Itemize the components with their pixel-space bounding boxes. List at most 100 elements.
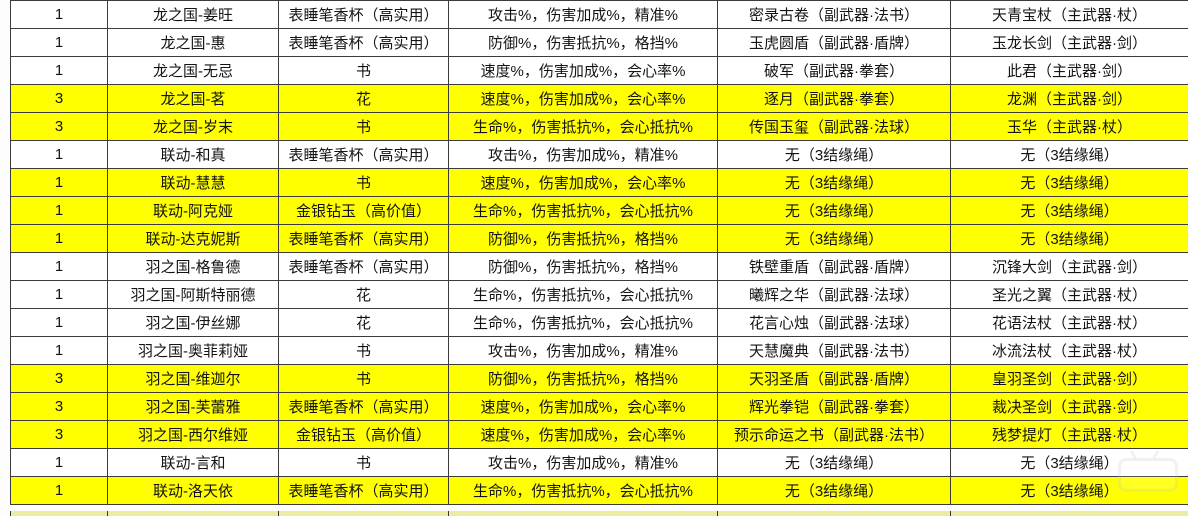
cell-character-name[interactable]: 龙之国-惠 <box>107 28 279 57</box>
cell-sub-weapon[interactable]: 破军（副武器·拳套） <box>717 56 951 85</box>
cell-gift-type[interactable]: 表睡笔香杯（高实用） <box>278 0 449 29</box>
cell-gift-type[interactable]: 表睡笔香杯（高实用） <box>278 28 449 57</box>
cell-stat-preferences[interactable]: 攻击%，伤害加成%，精准% <box>448 140 718 169</box>
cell-character-name[interactable]: 龙之国-岁末 <box>107 112 279 141</box>
cell-stat-preferences[interactable]: 速度%，伤害加成%，会心率% <box>448 56 718 85</box>
cell-character-name[interactable]: 龙之国-无忌 <box>107 56 279 85</box>
cell-stat-preferences[interactable]: 速度%，伤害加成%，会心率% <box>448 392 718 421</box>
cell-stat-preferences[interactable]: 速度%，伤害加成%，会心率% <box>448 168 718 197</box>
cell-sub-weapon[interactable]: 玉虎圆盾（副武器·盾牌） <box>717 28 951 57</box>
cell-sub-weapon[interactable]: 无（3结缘绳） <box>717 140 951 169</box>
cell-gift-type[interactable]: 书 <box>278 448 449 477</box>
cell-character-name[interactable]: 羽之国-奥菲莉娅 <box>107 336 279 365</box>
cell-sub-weapon[interactable]: 无（3结缘绳） <box>717 196 951 225</box>
cell-sub-weapon[interactable]: 曦辉之华（副武器·法球） <box>717 280 951 309</box>
cell-main-weapon[interactable]: 无（3结缘绳） <box>950 140 1188 169</box>
cell-gift-type[interactable]: 花 <box>278 308 449 337</box>
cell-character-name[interactable]: 羽之国-格鲁德 <box>107 252 279 281</box>
cell-gift-type[interactable]: 表睡笔香杯（高实用） <box>278 476 449 505</box>
cell-count[interactable]: 1 <box>10 252 108 281</box>
cell-main-weapon[interactable]: 残梦提灯（主武器·杖） <box>950 420 1188 449</box>
cell-count[interactable]: 1 <box>10 56 108 85</box>
cell-count[interactable]: 1 <box>10 308 108 337</box>
cell-count[interactable]: 1 <box>10 140 108 169</box>
cell-count[interactable]: 1 <box>10 28 108 57</box>
cell-count[interactable]: 1 <box>10 448 108 477</box>
cell-stat-preferences[interactable]: 生命%，伤害抵抗%，会心抵抗% <box>448 196 718 225</box>
cell-stat-preferences[interactable]: 攻击%，伤害加成%，精准% <box>448 448 718 477</box>
cell-character-name[interactable]: 羽之国-维迦尔 <box>107 364 279 393</box>
cell-gift-type[interactable]: 书 <box>278 168 449 197</box>
cell-count[interactable]: 1 <box>10 0 108 29</box>
cell-stat-preferences[interactable]: 生命%，伤害抵抗%，会心抵抗% <box>448 112 718 141</box>
cell-sub-weapon[interactable]: 无（3结缘绳） <box>717 476 951 505</box>
cell-gift-type[interactable]: 书 <box>278 56 449 85</box>
cell-count[interactable]: 1 <box>10 476 108 505</box>
cell-sub-weapon[interactable]: 天羽圣盾（副武器·盾牌） <box>717 364 951 393</box>
cell-count[interactable]: 1 <box>10 280 108 309</box>
cell-main-weapon[interactable]: 沉锋大剑（主武器·剑） <box>950 252 1188 281</box>
cell-gift-type[interactable]: 书 <box>278 336 449 365</box>
cell-gift-type[interactable]: 花 <box>278 84 449 113</box>
cell-count[interactable]: 3 <box>10 364 108 393</box>
cell-stat-preferences[interactable]: 速度%，伤害加成%，会心率% <box>448 84 718 113</box>
cell-main-weapon[interactable]: 无（3结缘绳） <box>950 168 1188 197</box>
cell-count[interactable]: 3 <box>10 392 108 421</box>
cell-count[interactable]: 1 <box>10 196 108 225</box>
cell-sub-weapon[interactable]: 花言心烛（副武器·法球） <box>717 308 951 337</box>
cell-main-weapon[interactable]: 玉华（主武器·杖） <box>950 112 1188 141</box>
cell-stat-preferences[interactable]: 攻击%，伤害加成%，精准% <box>448 0 718 29</box>
cell-main-weapon[interactable]: 裁决圣剑（主武器·剑） <box>950 392 1188 421</box>
cell-character-name[interactable]: 联动-言和 <box>107 448 279 477</box>
cell-stat-preferences[interactable]: 防御%，伤害抵抗%，格挡% <box>448 252 718 281</box>
cell-stat-preferences[interactable]: 防御%，伤害抵抗%，格挡% <box>448 28 718 57</box>
cell-main-weapon[interactable]: 无（3结缘绳） <box>950 448 1188 477</box>
cell-stat-preferences[interactable]: 速度%，伤害加成%，会心率% <box>448 420 718 449</box>
cell-stat-preferences[interactable]: 防御%，伤害抵抗%，格挡% <box>448 364 718 393</box>
cell-gift-type[interactable]: 表睡笔香杯（高实用） <box>278 140 449 169</box>
cell-character-name[interactable]: 羽之国-芙蕾雅 <box>107 392 279 421</box>
cell-sub-weapon[interactable]: 密录古卷（副武器·法书） <box>717 0 951 29</box>
cell-main-weapon[interactable]: 玉龙长剑（主武器·剑） <box>950 28 1188 57</box>
cell-stat-preferences[interactable]: 生命%，伤害抵抗%，会心抵抗% <box>448 476 718 505</box>
cell-main-weapon[interactable]: 皇羽圣剑（主武器·剑） <box>950 364 1188 393</box>
cell-count[interactable]: 3 <box>10 420 108 449</box>
cell-main-weapon[interactable]: 无（3结缘绳） <box>950 476 1188 505</box>
cell-main-weapon[interactable]: 此君（主武器·剑） <box>950 56 1188 85</box>
cell-gift-type[interactable]: 表睡笔香杯（高实用） <box>278 392 449 421</box>
cell-stat-preferences[interactable]: 防御%，伤害抵抗%，格挡% <box>448 224 718 253</box>
cell-count[interactable]: 3 <box>10 84 108 113</box>
cell-stat-preferences[interactable]: 生命%，伤害抵抗%，会心抵抗% <box>448 280 718 309</box>
cell-character-name[interactable]: 羽之国-西尔维娅 <box>107 420 279 449</box>
cell-main-weapon[interactable]: 无（3结缘绳） <box>950 224 1188 253</box>
cell-sub-weapon[interactable]: 无（3结缘绳） <box>717 168 951 197</box>
cell-gift-type[interactable]: 花 <box>278 280 449 309</box>
cell-gift-type[interactable]: 书 <box>278 364 449 393</box>
cell-main-weapon[interactable]: 花语法杖（主武器·杖） <box>950 308 1188 337</box>
cell-character-name[interactable]: 联动-洛天依 <box>107 476 279 505</box>
cell-character-name[interactable]: 羽之国-阿斯特丽德 <box>107 280 279 309</box>
cell-count[interactable]: 1 <box>10 168 108 197</box>
cell-sub-weapon[interactable]: 无（3结缘绳） <box>717 224 951 253</box>
cell-sub-weapon[interactable]: 无（3结缘绳） <box>717 448 951 477</box>
cell-count[interactable]: 1 <box>10 224 108 253</box>
cell-sub-weapon[interactable]: 铁壁重盾（副武器·盾牌） <box>717 252 951 281</box>
cell-character-name[interactable]: 联动-阿克娅 <box>107 196 279 225</box>
cell-character-name[interactable]: 羽之国-伊丝娜 <box>107 308 279 337</box>
cell-sub-weapon[interactable]: 辉光拳铠（副武器·拳套） <box>717 392 951 421</box>
cell-count[interactable]: 1 <box>10 336 108 365</box>
cell-gift-type[interactable]: 金银钻玉（高价值） <box>278 196 449 225</box>
cell-stat-preferences[interactable]: 攻击%，伤害加成%，精准% <box>448 336 718 365</box>
cell-stat-preferences[interactable]: 生命%，伤害抵抗%，会心抵抗% <box>448 308 718 337</box>
cell-gift-type[interactable]: 金银钻玉（高价值） <box>278 420 449 449</box>
cell-main-weapon[interactable]: 龙渊（主武器·剑） <box>950 84 1188 113</box>
cell-main-weapon[interactable]: 圣光之翼（主武器·杖） <box>950 280 1188 309</box>
cell-main-weapon[interactable]: 冰流法杖（主武器·杖） <box>950 336 1188 365</box>
cell-sub-weapon[interactable]: 逐月（副武器·拳套） <box>717 84 951 113</box>
cell-sub-weapon[interactable]: 天慧魔典（副武器·法书） <box>717 336 951 365</box>
cell-gift-type[interactable]: 书 <box>278 112 449 141</box>
cell-gift-type[interactable]: 表睡笔香杯（高实用） <box>278 224 449 253</box>
cell-character-name[interactable]: 联动-达克妮斯 <box>107 224 279 253</box>
cell-character-name[interactable]: 龙之国-姜旺 <box>107 0 279 29</box>
cell-character-name[interactable]: 联动-和真 <box>107 140 279 169</box>
